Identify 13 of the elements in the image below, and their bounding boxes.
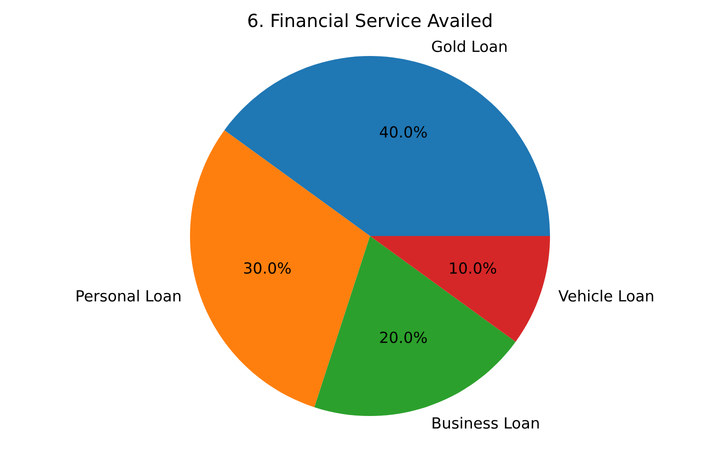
slice-label: Personal Loan: [76, 290, 180, 302]
data-label: 40.0%: [380, 126, 427, 138]
slice-label: Business Loan: [432, 416, 539, 429]
data-label: 20.0%: [380, 332, 427, 344]
data-label: 30.0%: [244, 262, 291, 274]
data-label: 10.0%: [450, 262, 496, 274]
slice-label: Vehicle Loan: [558, 290, 654, 302]
pie-slice: [224, 56, 550, 236]
slice-label: Gold Loan: [432, 40, 507, 52]
pie-slice: [314, 236, 516, 416]
pie-slice: [190, 130, 370, 408]
pie-slice: [370, 236, 550, 342]
chart-title: 6. Financial Service Availed: [248, 13, 492, 28]
